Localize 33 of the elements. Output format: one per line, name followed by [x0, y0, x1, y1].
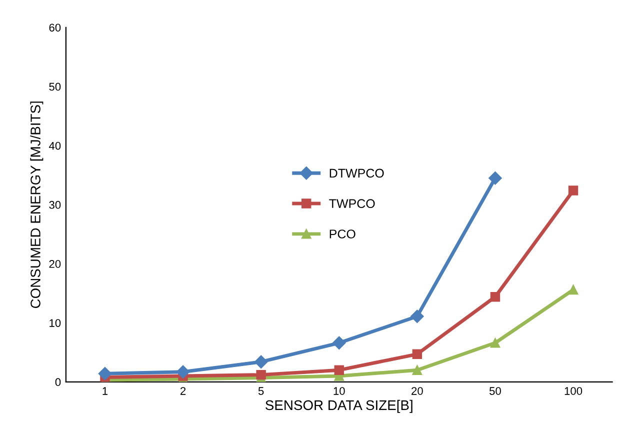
x-tick-label: 2 [180, 387, 186, 395]
y-axis-title: CONSUMED ENERGY [MJ/BITS] [30, 102, 44, 308]
point [98, 367, 112, 380]
legend-label: DTWPCO [330, 168, 384, 178]
y-tick-label: 40 [48, 142, 61, 150]
point [176, 365, 190, 378]
x-tick-label: 10 [334, 387, 345, 395]
point [490, 292, 500, 302]
x-tick-label: 1 [102, 387, 108, 395]
x-tick-label: 5 [258, 387, 264, 395]
point [568, 186, 578, 196]
y-tick-label: 60 [49, 24, 61, 32]
x-axis-title: SENSOR DATA SIZE[B] [266, 400, 412, 413]
point [256, 370, 266, 380]
point [254, 355, 268, 368]
point [412, 365, 422, 375]
x-tick-label: 20 [412, 387, 423, 395]
point [490, 338, 500, 348]
point [488, 171, 502, 185]
y-tick-label: 30 [49, 200, 61, 209]
point [412, 349, 422, 360]
x-tick-label: 100 [564, 387, 582, 395]
x-tick-label: 50 [489, 387, 501, 395]
y-tick-label: 50 [49, 82, 61, 91]
point [568, 284, 578, 295]
y-tick-label: 20 [49, 260, 61, 268]
point [410, 310, 424, 323]
y-tick-label: 10 [50, 319, 61, 327]
y-tick-label: 0 [55, 378, 61, 386]
point [334, 365, 344, 375]
point [332, 336, 346, 350]
legend-label: TWPCO [329, 199, 375, 208]
legend-label: PCO [330, 230, 356, 238]
